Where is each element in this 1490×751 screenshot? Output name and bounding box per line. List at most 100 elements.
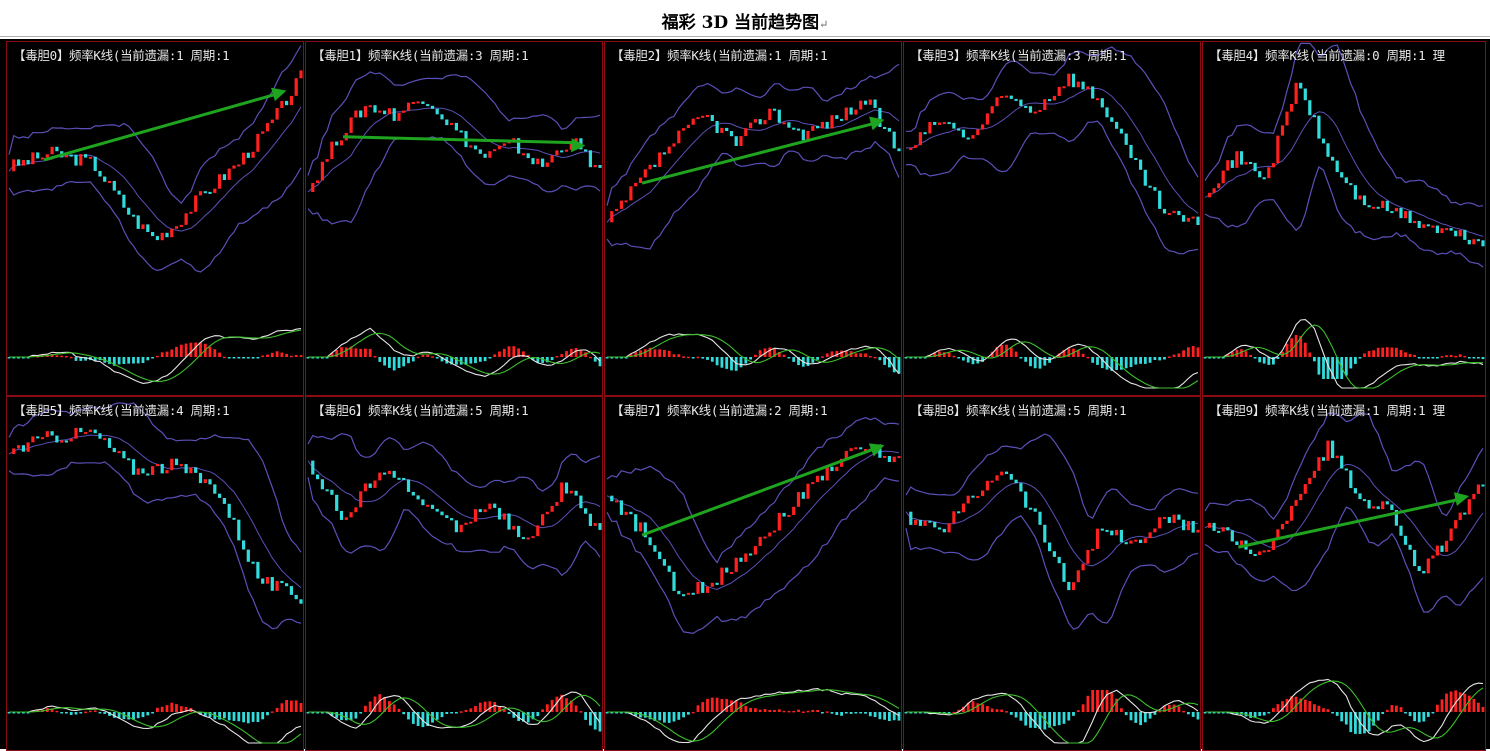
macd-bar <box>981 704 984 712</box>
macd-bar <box>1029 357 1032 367</box>
upper-band-line <box>8 45 302 205</box>
macd-bar <box>816 357 819 360</box>
candle <box>507 513 511 530</box>
macd-bar <box>620 357 623 359</box>
candle <box>1134 158 1138 160</box>
macd-bar <box>797 709 800 712</box>
macd-bar <box>1086 695 1090 712</box>
candle <box>174 458 179 466</box>
candle <box>1362 499 1367 502</box>
macd-bar <box>1148 712 1152 719</box>
candle <box>299 70 303 79</box>
macd-bar <box>1134 357 1138 365</box>
candle <box>1431 225 1435 228</box>
macd-bar <box>311 712 315 714</box>
candle <box>976 129 980 136</box>
candle <box>179 224 183 227</box>
candle <box>450 518 454 521</box>
macd-bar <box>359 348 363 357</box>
candle <box>574 490 578 496</box>
candle <box>397 477 401 480</box>
middle-band-line <box>307 460 601 529</box>
macd-bar <box>299 355 303 357</box>
candle <box>325 159 329 162</box>
candle <box>825 466 829 481</box>
candle <box>995 97 999 107</box>
candle <box>103 176 107 182</box>
macd-bar <box>450 712 453 714</box>
candle <box>521 537 525 540</box>
candle <box>560 150 564 153</box>
macd-bar <box>445 712 449 714</box>
candle <box>445 515 449 518</box>
candle <box>402 110 406 113</box>
macd-bar <box>605 712 609 714</box>
candle <box>531 158 535 165</box>
macd-bar <box>12 712 16 714</box>
candle <box>280 100 284 108</box>
candle <box>1038 511 1042 525</box>
candle <box>990 106 994 114</box>
macd-bar <box>849 712 853 714</box>
candle <box>473 509 478 522</box>
candle <box>610 211 614 223</box>
candle <box>1043 524 1047 543</box>
candle <box>1463 512 1467 515</box>
candle <box>1019 99 1023 106</box>
macd-bar <box>1081 704 1085 712</box>
macd-bar <box>995 346 999 357</box>
macd-bar <box>136 712 140 719</box>
macd-bar <box>1029 712 1032 728</box>
lower-band-line <box>606 477 900 635</box>
macd-bar <box>995 709 999 712</box>
macd-bar <box>251 357 255 359</box>
macd-bar <box>725 698 729 712</box>
candle <box>725 567 729 573</box>
macd-bar <box>1081 353 1085 357</box>
candle <box>859 100 863 110</box>
candle <box>909 511 913 525</box>
upper-band-line <box>307 71 601 176</box>
macd-bar <box>1226 354 1230 357</box>
candle <box>488 503 492 510</box>
trend-arrow-head <box>868 443 885 457</box>
macd-bar <box>1005 711 1008 713</box>
macd-bar <box>919 357 922 359</box>
candle <box>1196 529 1200 533</box>
candle <box>1226 160 1230 171</box>
macd-bar <box>1276 357 1280 359</box>
candle <box>218 493 222 498</box>
macd-bar <box>93 357 97 362</box>
candle <box>1399 525 1403 536</box>
macd-bar <box>981 357 984 362</box>
macd-bar <box>1367 712 1371 732</box>
candle <box>198 472 203 484</box>
upper-band-line <box>8 402 302 553</box>
macd-bar <box>574 705 578 712</box>
candle <box>1467 499 1471 515</box>
candle <box>117 190 121 195</box>
macd-bar <box>620 712 623 714</box>
macd-bar <box>1096 690 1099 712</box>
macd-bar <box>1308 701 1312 712</box>
candle <box>469 145 473 148</box>
candle <box>189 467 193 474</box>
candle <box>1367 205 1371 208</box>
candle <box>658 152 662 167</box>
macd-bar <box>522 712 525 722</box>
candle <box>985 480 989 491</box>
macd-bar <box>672 354 676 357</box>
macd-bar <box>560 354 564 357</box>
macd-bar <box>878 357 882 361</box>
macd-bar <box>1158 357 1162 361</box>
candle <box>402 478 406 480</box>
macd-bar <box>175 704 178 712</box>
macd-bar <box>565 698 568 712</box>
macd-bar <box>65 712 68 714</box>
candle <box>445 119 449 126</box>
macd-bar <box>541 357 544 363</box>
macd-bar <box>1467 357 1471 359</box>
candle <box>923 520 927 526</box>
macd-bar <box>1381 712 1385 714</box>
candle <box>1239 540 1244 545</box>
